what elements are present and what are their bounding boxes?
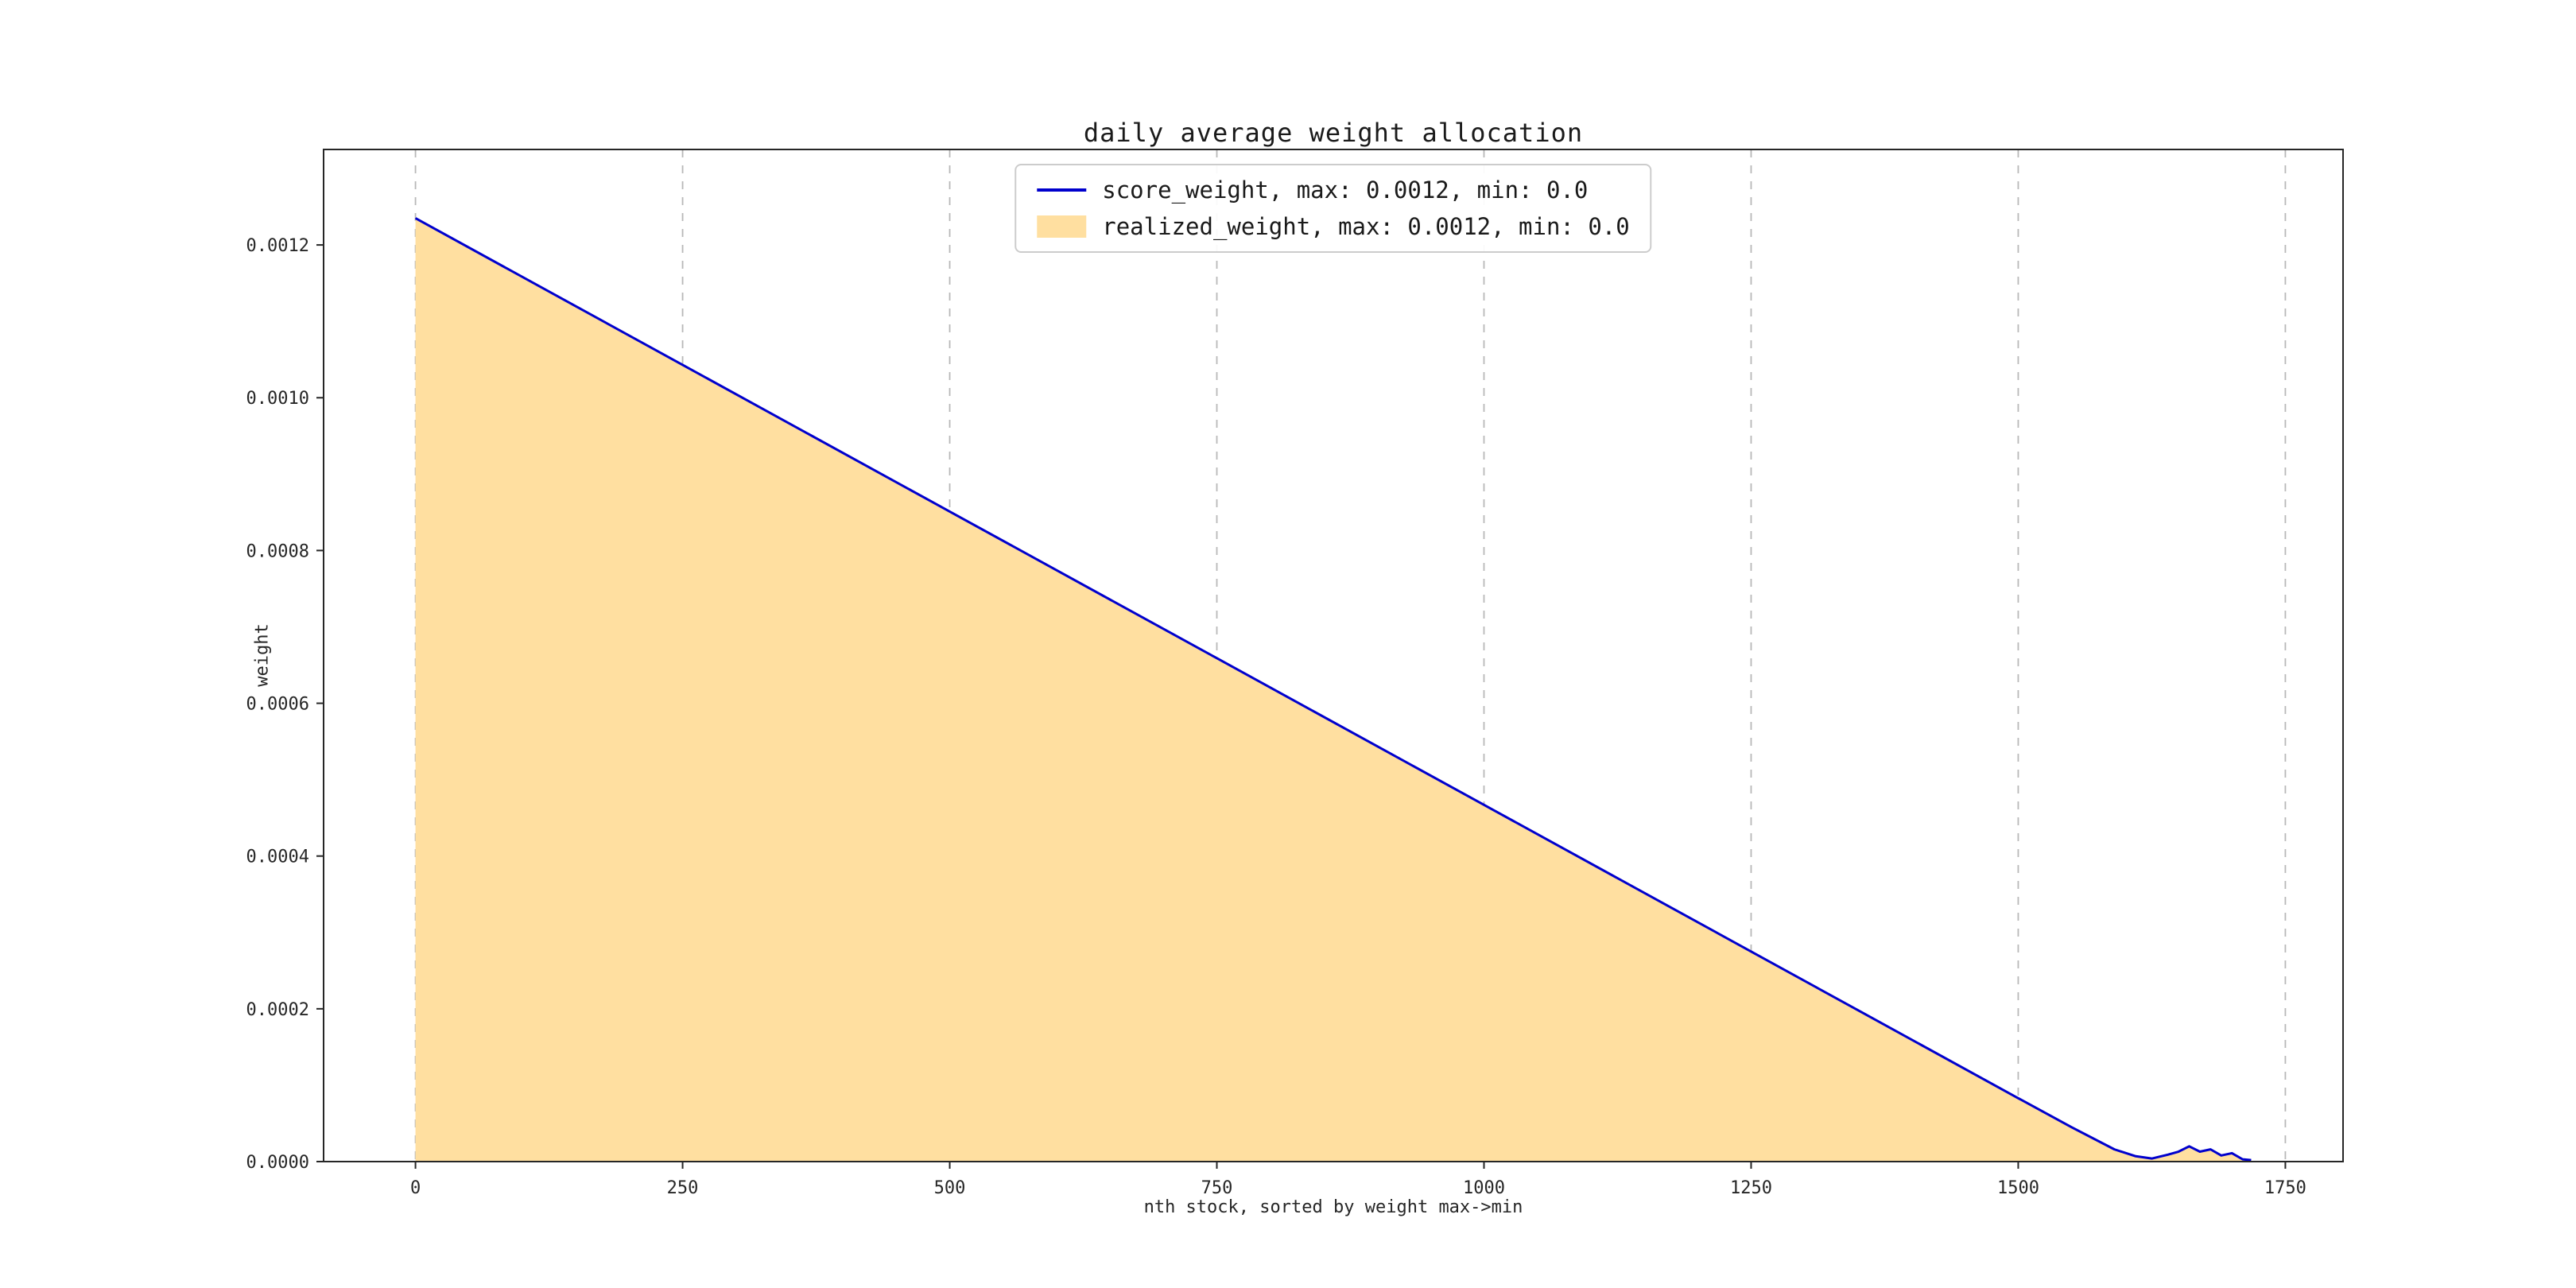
y-tick-label: 0.0010 (246, 389, 309, 409)
legend-line-sample (1037, 188, 1087, 192)
legend: score_weight, max: 0.0012, min: 0.0 real… (1014, 164, 1652, 253)
y-axis-label: weight (252, 623, 273, 687)
x-tick-label: 500 (934, 1178, 966, 1198)
legend-label: realized_weight, max: 0.0012, min: 0.0 (1102, 213, 1630, 240)
y-tick-label: 0.0004 (246, 848, 309, 867)
x-tick-label: 1000 (1463, 1178, 1505, 1198)
plot-frame (323, 149, 2344, 1162)
x-tick-label: 250 (667, 1178, 699, 1198)
chart-title: daily average weight allocation (1083, 118, 1584, 148)
x-tick-label: 0 (410, 1178, 421, 1198)
legend-area-sample (1037, 215, 1087, 238)
x-tick-label: 1250 (1730, 1178, 1772, 1198)
x-axis-label: nth stock, sorted by weight max->min (1143, 1197, 1523, 1217)
score_weight-line (414, 217, 2252, 1162)
y-tick-label: 0.0012 (246, 236, 309, 256)
y-tick-label: 0.0008 (246, 541, 309, 561)
y-tick-label: 0.0002 (246, 1000, 309, 1020)
x-tick-label: 1500 (1997, 1178, 2039, 1198)
y-tick-label: 0.0006 (246, 695, 309, 715)
legend-entry-realized-weight: realized_weight, max: 0.0012, min: 0.0 (1037, 213, 1630, 240)
x-tick-label: 1750 (2264, 1178, 2306, 1198)
x-tick-label: 750 (1201, 1178, 1233, 1198)
y-tick-label: 0.0000 (246, 1153, 309, 1173)
legend-entry-score-weight: score_weight, max: 0.0012, min: 0.0 (1037, 177, 1629, 204)
legend-label: score_weight, max: 0.0012, min: 0.0 (1102, 177, 1589, 204)
realized_weight-area (415, 218, 2252, 1162)
